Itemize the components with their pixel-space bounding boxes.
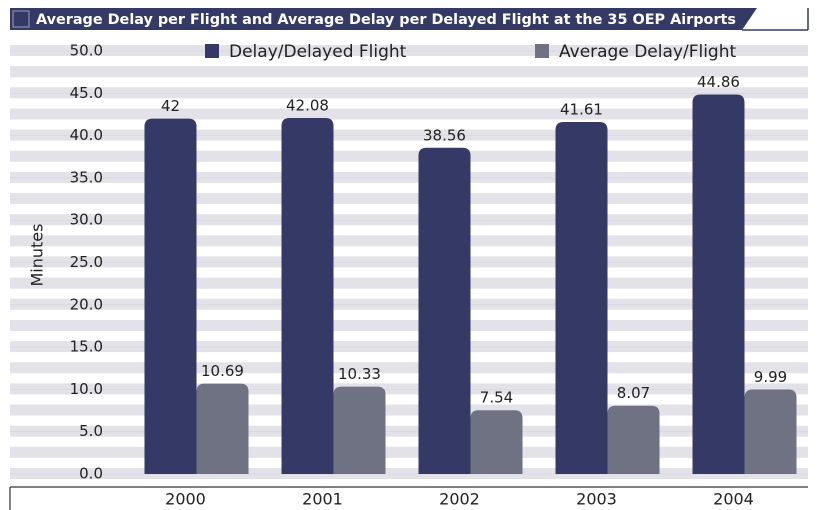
value-label: 10.33	[338, 365, 381, 383]
y-tick-label: 40.0	[70, 126, 103, 144]
legend-label: Average Delay/Flight	[559, 42, 736, 62]
bar	[196, 383, 249, 474]
title-icon	[12, 10, 30, 28]
stripe	[10, 235, 808, 247]
stripe	[10, 66, 808, 78]
value-label: 41.61	[560, 100, 603, 118]
bar	[418, 147, 471, 474]
stripe	[10, 45, 808, 56]
y-tick-label: 20.0	[70, 295, 103, 313]
legend-label: Delay/Delayed Flight	[229, 42, 407, 62]
legend-swatch	[205, 44, 219, 58]
title-banner	[10, 8, 757, 30]
stripe	[10, 108, 808, 120]
y-tick-label: 50.0	[70, 42, 103, 60]
x-tick-label: 2002	[439, 490, 480, 509]
legend-swatch	[535, 44, 549, 58]
chart-title: Average Delay per Flight and Average Del…	[36, 12, 736, 28]
bar	[692, 94, 745, 474]
y-tick-label: 25.0	[70, 253, 103, 271]
value-label: 7.54	[480, 389, 513, 407]
x-tick-label: 2004	[713, 490, 754, 509]
stripe	[10, 129, 808, 141]
y-tick-label: 45.0	[70, 84, 103, 102]
bar	[144, 118, 197, 475]
stripe	[10, 362, 808, 374]
value-label: 42.08	[286, 97, 329, 115]
bar	[744, 389, 797, 474]
value-label: 8.07	[617, 384, 650, 402]
stripe	[10, 193, 808, 205]
value-label: 10.69	[201, 362, 244, 380]
value-label: 38.56	[423, 126, 466, 144]
stripe	[10, 319, 808, 331]
stripe	[10, 383, 808, 395]
stripe	[10, 404, 808, 416]
bar	[333, 386, 386, 474]
value-label: 42	[161, 97, 180, 115]
stripe	[10, 446, 808, 458]
y-tick-label: 5.0	[79, 422, 103, 440]
x-tick-label: 2001	[302, 490, 343, 509]
background-stripes	[10, 45, 808, 479]
stripe	[10, 298, 808, 310]
bar	[470, 410, 523, 474]
value-label: 44.86	[697, 73, 740, 91]
stripe	[10, 87, 808, 99]
x-tick-label: 2000	[165, 490, 206, 509]
stripe	[10, 277, 808, 289]
bar	[555, 121, 608, 474]
y-tick-label: 0.0	[79, 465, 103, 483]
bar	[281, 118, 334, 474]
bar	[607, 405, 660, 474]
value-label: 9.99	[754, 368, 787, 386]
stripe	[10, 171, 808, 183]
y-axis-label: Minutes	[28, 224, 47, 287]
x-tick-label: 2003	[576, 490, 617, 509]
stripe	[10, 468, 808, 479]
stripe	[10, 425, 808, 437]
stripe	[10, 256, 808, 268]
y-tick-label: 10.0	[70, 380, 103, 398]
y-tick-label: 15.0	[70, 338, 103, 356]
y-tick-label: 35.0	[70, 168, 103, 186]
stripe	[10, 214, 808, 226]
stripe	[10, 341, 808, 353]
y-tick-label: 30.0	[70, 211, 103, 229]
stripe	[10, 150, 808, 162]
